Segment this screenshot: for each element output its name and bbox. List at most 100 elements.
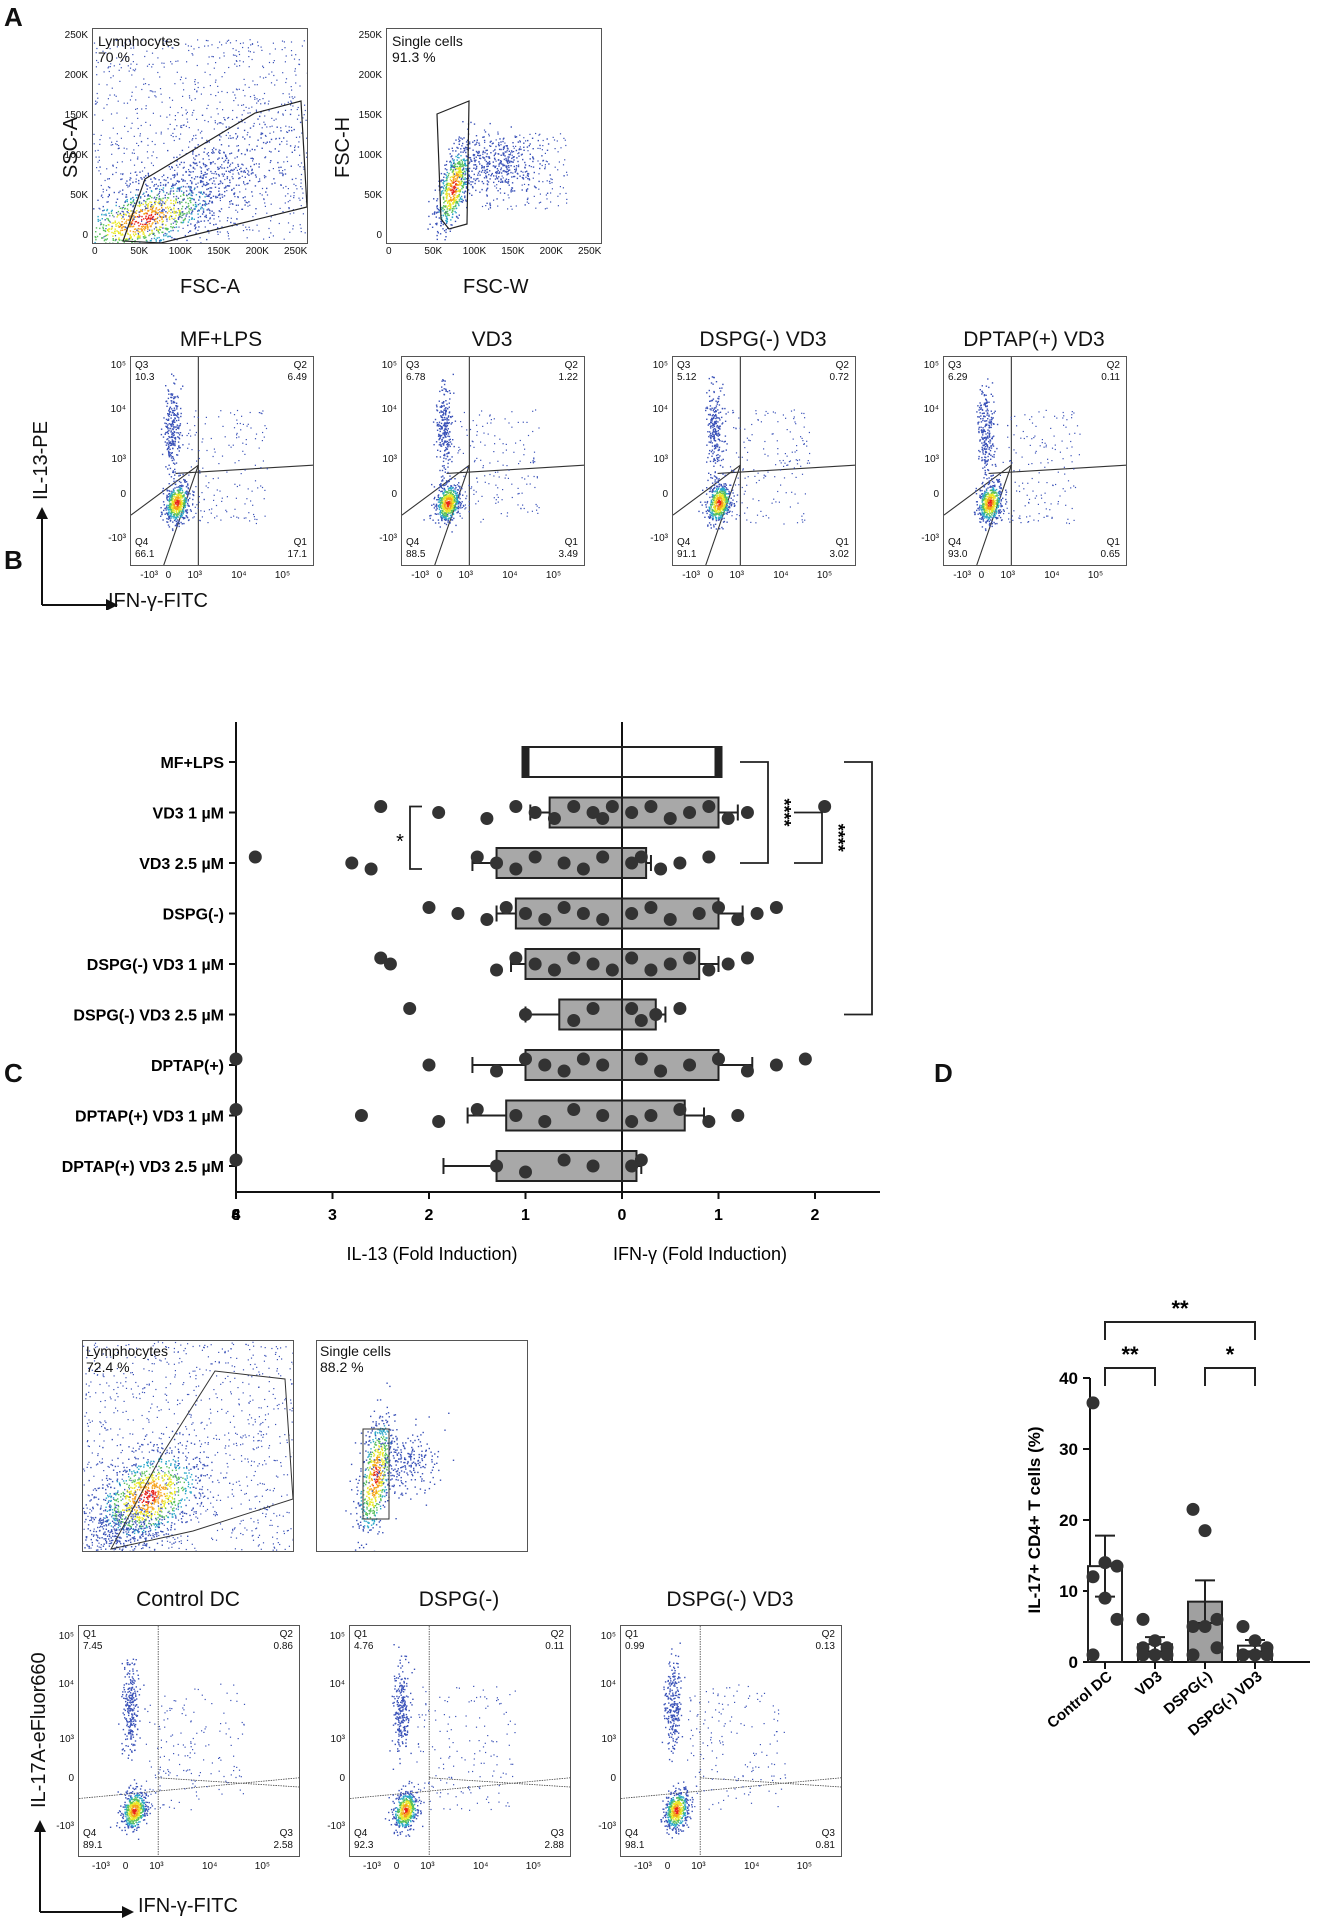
x-tick: 10³: [149, 1861, 164, 1872]
y-tick: 150K: [64, 110, 88, 121]
x-tick: 10³: [1000, 570, 1015, 581]
quadrant-label-q4: Q4 88.5: [406, 537, 425, 561]
x-tick: -10³: [953, 570, 971, 581]
x-tick: 10⁴: [744, 1861, 760, 1872]
bar-il13: [524, 746, 623, 778]
x-tick: 150K: [501, 246, 525, 257]
data-point-il13: [480, 812, 494, 825]
quadrant-label-q4: Q4 92.3: [354, 1828, 373, 1852]
x-axis-label-ifng: IFN-γ (Fold Induction): [613, 1244, 787, 1264]
significance-label: **: [1121, 1342, 1139, 1367]
quadrant-percent: 0.81: [815, 1840, 835, 1851]
data-point-il13: [567, 1103, 581, 1116]
y-tick: 10⁴: [329, 1678, 345, 1690]
data-point-ifng: [634, 1153, 648, 1167]
data-point-il13: [538, 1115, 552, 1128]
data-point-il13: [422, 901, 436, 914]
x-tick-label: 0: [618, 1207, 627, 1224]
data-point: [1136, 1648, 1150, 1662]
x-tick-label: 2: [425, 1207, 434, 1224]
y-tick: 100K: [64, 150, 88, 161]
y-tick: 10³: [382, 454, 397, 465]
significance-label: ****: [828, 824, 848, 852]
x-tick: -10³: [92, 1861, 110, 1872]
data-point-ifng: [702, 850, 716, 864]
y-tick: 10⁴: [381, 404, 397, 416]
data-point-ifng: [702, 963, 716, 977]
data-point-il13: [567, 1014, 581, 1027]
x-tick: 10⁴: [502, 570, 518, 581]
y-tick: 10³: [601, 1734, 616, 1745]
x-tick: 10⁴: [1044, 570, 1060, 581]
y-tick: -10³: [650, 533, 668, 545]
significance-label: **: [878, 881, 880, 895]
data-point: [1236, 1648, 1250, 1662]
data-point-ifng: [702, 800, 716, 813]
x-tick: 10⁵: [545, 570, 562, 581]
quadrant-label-q2: Q2 6.49: [288, 360, 307, 384]
x-tick: 200K: [539, 246, 563, 257]
x-axis-label-il13: IL-13 (Fold Induction): [346, 1244, 517, 1264]
quadrant-percent: 2.58: [273, 1840, 293, 1851]
quadrant-label-q2: Q2 0.11: [1101, 360, 1120, 384]
data-point-ifng: [634, 1014, 648, 1027]
y-tick: 10⁴: [58, 1678, 74, 1690]
quadrant-id: Q3: [135, 360, 149, 371]
quadrant-plot: Q1 0.99 Q2 0.13 Q4 98.1 Q3 0.81: [620, 1625, 842, 1857]
category-label: DSPG(-): [163, 907, 224, 924]
data-point-il13: [538, 913, 552, 926]
data-point-il13: [490, 1159, 504, 1173]
bar-ifng: [621, 746, 720, 778]
quadrant-label-q1: Q1 3.49: [559, 537, 578, 561]
quadrant-percent: 1.22: [558, 372, 578, 383]
quadrant-label-q2: Q2 1.22: [559, 360, 578, 384]
quadrant-id: Q4: [135, 537, 149, 548]
x-tick: 200K: [245, 246, 269, 257]
x-tick: -10³: [682, 570, 700, 581]
data-point: [1186, 1620, 1200, 1633]
x-tick: 10³: [420, 1861, 435, 1872]
y-tick: -10³: [56, 1821, 74, 1833]
x-tick: 50K: [424, 246, 443, 257]
data-point-ifng: [740, 1064, 754, 1078]
data-point: [1248, 1634, 1262, 1648]
quadrant-label-q1: Q1 4.76: [354, 1629, 373, 1653]
x-tick-label: 4: [232, 1207, 241, 1224]
significance-bracket: [409, 805, 422, 870]
gate-name: Single cells: [392, 33, 463, 49]
y-tick: -10³: [327, 1821, 345, 1833]
data-point: [1136, 1612, 1150, 1626]
data-point: [1210, 1612, 1224, 1626]
category-label: Control DC: [1044, 1668, 1116, 1732]
bar-cap: [521, 746, 530, 778]
quadrant-plot: Q1 4.76 Q2 0.11 Q4 92.3 Q3 2.88: [349, 1625, 571, 1857]
quadrant-label-q1: Q1 0.99: [625, 1629, 644, 1653]
data-point: [1198, 1620, 1212, 1633]
data-point: [1110, 1612, 1124, 1626]
data-point-il13: [519, 907, 532, 920]
data-point-ifng: [649, 1008, 663, 1021]
category-label: DPTAP(+) VD3 2.5 µM: [62, 1159, 224, 1176]
quadrant-label-q1: Q1 17.1: [288, 537, 307, 561]
quadrant-percent: 88.5: [406, 549, 426, 560]
data-point-il13: [499, 901, 513, 914]
data-point-il13: [596, 913, 610, 926]
x-axis-label-fsc-a: FSC-A: [180, 276, 240, 298]
y-tick: 10³: [59, 1734, 74, 1745]
data-point-il13: [596, 812, 610, 825]
data-point-il13: [354, 1109, 368, 1122]
data-point: [1260, 1648, 1274, 1662]
quadrant-label-q2: Q2 0.11: [545, 1629, 564, 1653]
quadrant-label-q3: Q3 2.88: [545, 1828, 564, 1852]
axis-arrow-a: [36, 507, 118, 610]
data-point-il13: [374, 951, 388, 965]
category-label: MF+LPS: [160, 755, 224, 772]
data-point-ifng: [625, 907, 639, 920]
quadrant-percent: 3.49: [558, 549, 578, 560]
data-point-il13: [229, 1153, 243, 1167]
data-point-il13: [509, 800, 523, 813]
data-point-ifng: [740, 951, 754, 965]
data-point-il13: [345, 856, 359, 870]
x-tick: 10⁵: [254, 1861, 271, 1872]
bar-il13: [495, 1150, 623, 1182]
